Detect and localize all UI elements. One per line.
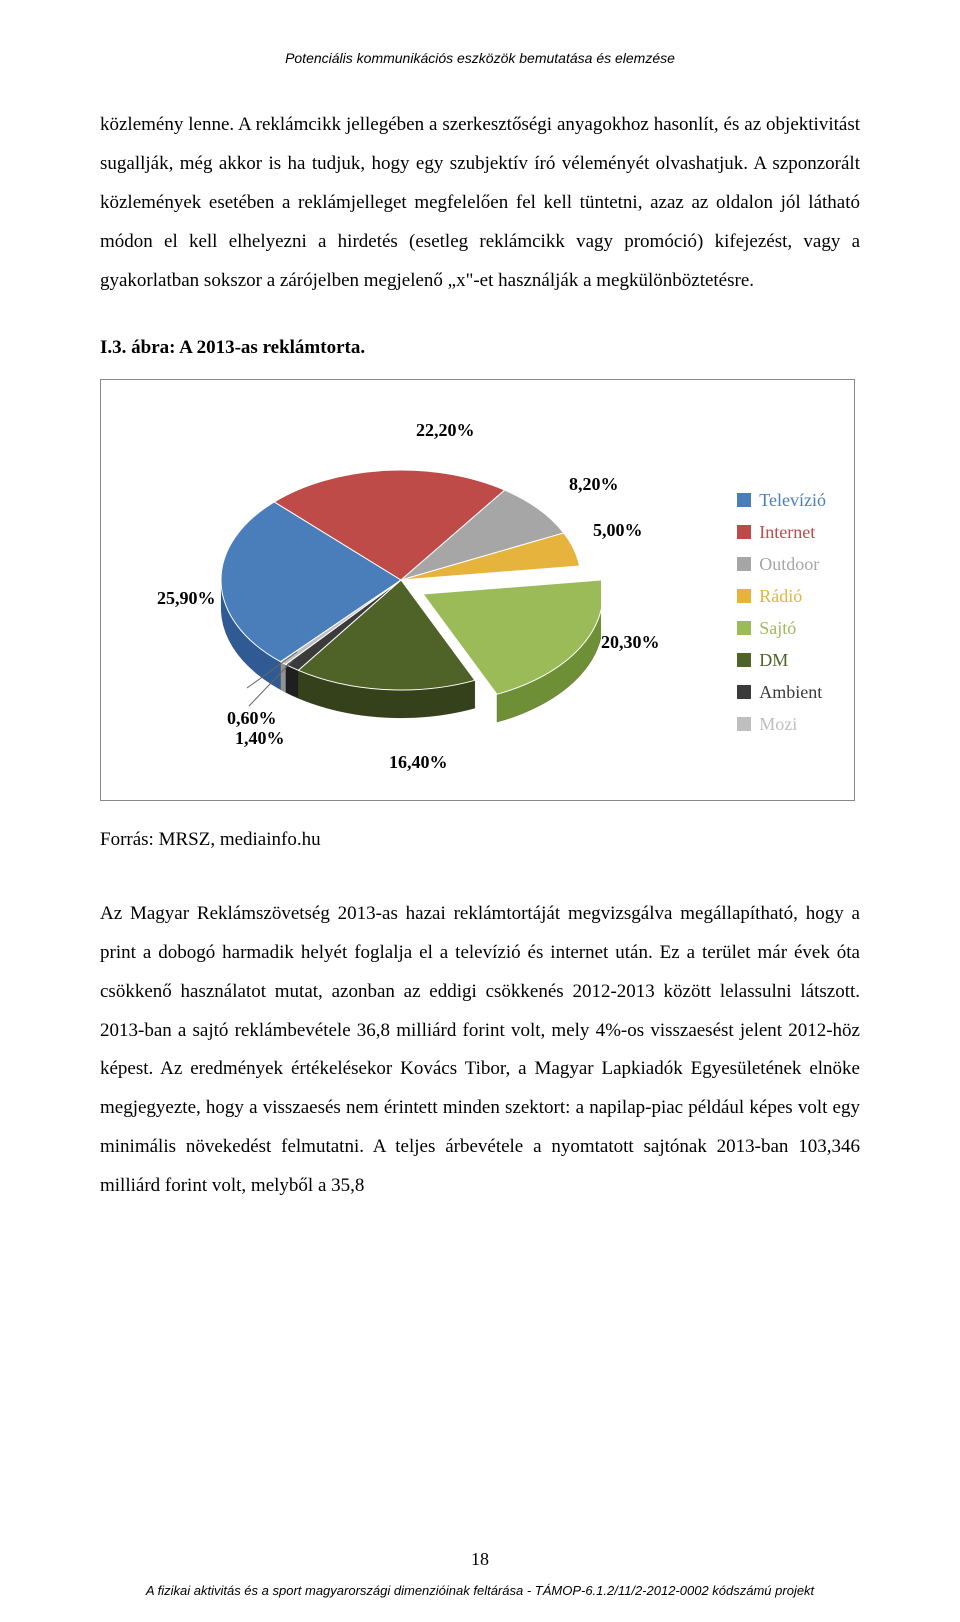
legend-label: DM <box>759 650 788 671</box>
page-footer: A fizikai aktivitás és a sport magyarors… <box>0 1583 960 1598</box>
legend-item-ambient: Ambient <box>737 682 826 703</box>
source-line: Forrás: MRSZ, mediainfo.hu <box>100 829 860 851</box>
pie-label-dm: 16,40% <box>389 752 448 773</box>
legend-swatch <box>737 717 751 731</box>
pie-chart-svg <box>201 450 601 750</box>
pie-label-televízió: 25,90% <box>157 588 216 609</box>
pie-side-7 <box>281 661 286 692</box>
chart-legend: Televízió Internet Outdoor Rádió Sajtó DM Ambi… <box>737 490 826 746</box>
legend-item-rádió: Rádió <box>737 586 826 607</box>
pie-label-sajtó: 20,30% <box>601 632 660 653</box>
pie-chart-container: 22,20% 8,20% 5,00% 20,30% 25,90% 16,40% 1,40%0… <box>100 379 855 801</box>
legend-swatch <box>737 653 751 667</box>
legend-item-televízió: Televízió <box>737 490 826 511</box>
pie-label-outdoor: 8,20% <box>569 474 619 495</box>
legend-label: Mozi <box>759 714 797 735</box>
pie-label-internet: 22,20% <box>416 420 475 441</box>
legend-swatch <box>737 685 751 699</box>
legend-swatch <box>737 525 751 539</box>
figure-caption: I.3. ábra: A 2013-as reklámtorta. <box>100 337 860 359</box>
legend-swatch <box>737 557 751 571</box>
pie-label-mozi: 0,60% <box>227 708 277 729</box>
paragraph-1: közlemény lenne. A reklámcikk jellegében… <box>100 106 860 301</box>
page-header: Potenciális kommunikációs eszközök bemut… <box>100 50 860 66</box>
pie-label-rádió: 5,00% <box>593 520 643 541</box>
legend-item-dm: DM <box>737 650 826 671</box>
legend-label: Outdoor <box>759 554 819 575</box>
legend-swatch <box>737 621 751 635</box>
page-number: 18 <box>0 1549 960 1570</box>
paragraph-2: Az Magyar Reklámszövetség 2013-as hazai … <box>100 895 860 1207</box>
legend-label: Internet <box>759 522 815 543</box>
pie-label-ambient: 1,40% <box>235 728 285 749</box>
legend-item-mozi: Mozi <box>737 714 826 735</box>
pie-chart-area: 22,20% 8,20% 5,00% 20,30% 25,90% 16,40% 1,40%0… <box>141 410 661 770</box>
legend-label: Ambient <box>759 682 822 703</box>
legend-swatch <box>737 589 751 603</box>
legend-label: Televízió <box>759 490 826 511</box>
legend-item-sajtó: Sajtó <box>737 618 826 639</box>
legend-item-internet: Internet <box>737 522 826 543</box>
legend-swatch <box>737 493 751 507</box>
legend-item-outdoor: Outdoor <box>737 554 826 575</box>
legend-label: Rádió <box>759 586 802 607</box>
legend-label: Sajtó <box>759 618 796 639</box>
